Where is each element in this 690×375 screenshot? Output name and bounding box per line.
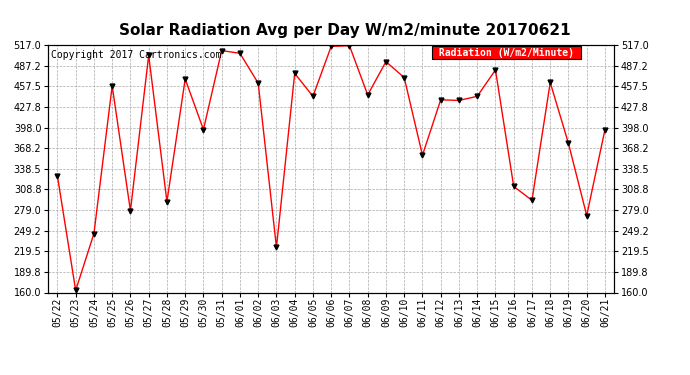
Text: Copyright 2017 Cartronics.com: Copyright 2017 Cartronics.com (51, 50, 221, 60)
Text: Solar Radiation Avg per Day W/m2/minute 20170621: Solar Radiation Avg per Day W/m2/minute … (119, 22, 571, 38)
Text: Radiation (W/m2/Minute): Radiation (W/m2/Minute) (433, 48, 580, 57)
